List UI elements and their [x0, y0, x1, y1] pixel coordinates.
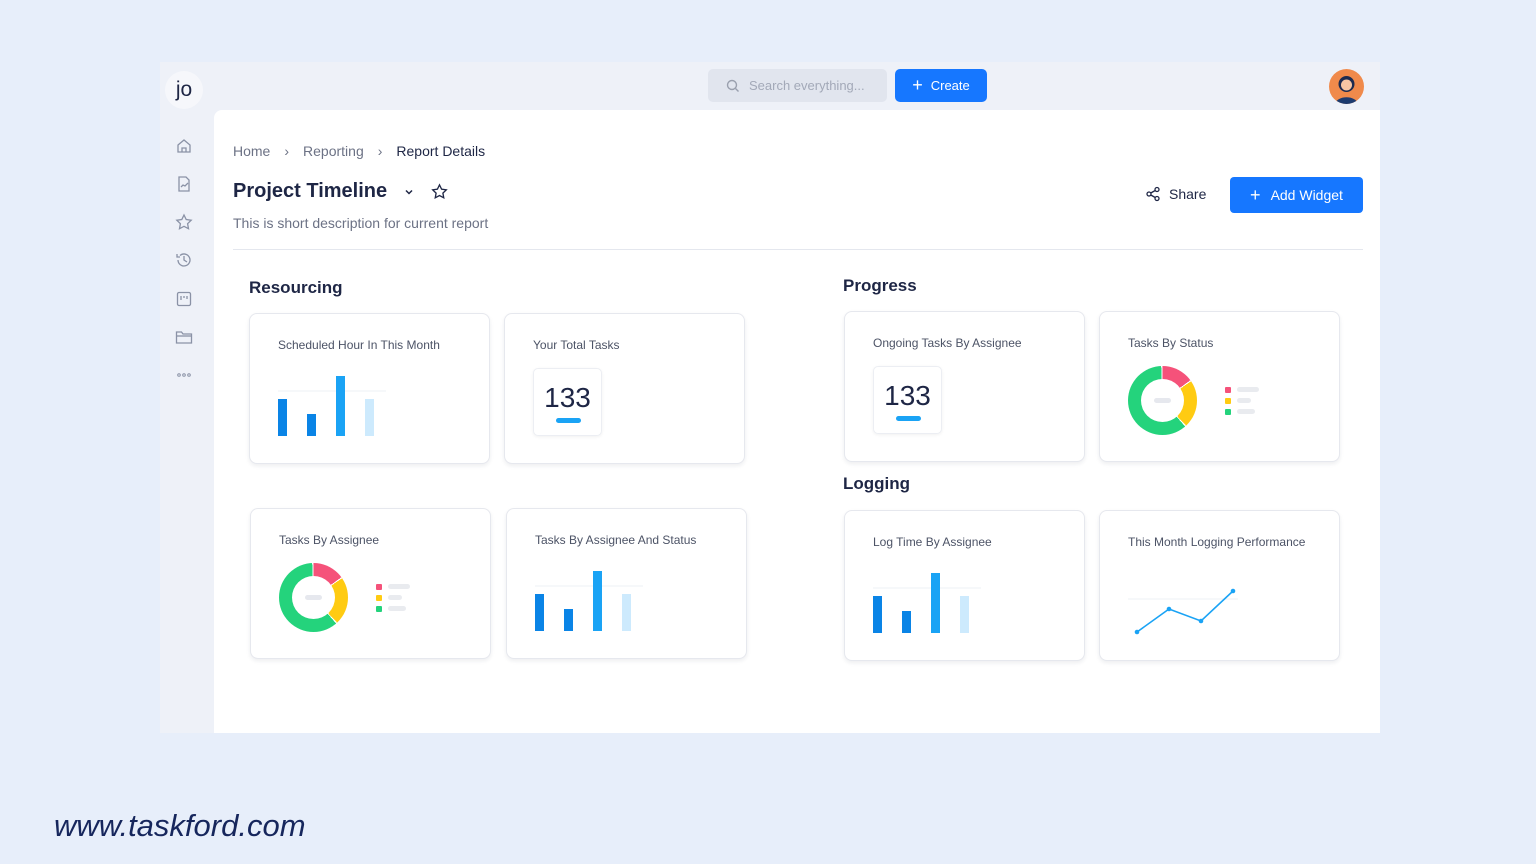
workspace-logo[interactable]: jo: [165, 71, 203, 109]
breadcrumb-reporting[interactable]: Reporting: [303, 143, 364, 159]
bar: [622, 594, 631, 631]
bar: [873, 596, 882, 633]
point: [1134, 629, 1140, 635]
bar: [931, 573, 940, 633]
bar: [593, 571, 602, 631]
point: [1166, 606, 1172, 612]
point: [1198, 618, 1204, 624]
add-widget-button[interactable]: + Add Widget: [1230, 177, 1363, 213]
widget-scheduled-hours[interactable]: Scheduled Hour In This Month: [249, 313, 490, 464]
widget-title: Tasks By Status: [1128, 336, 1214, 350]
bar: [960, 596, 969, 633]
folder-icon[interactable]: [175, 328, 193, 346]
widget-total-tasks[interactable]: Your Total Tasks 133: [504, 313, 745, 464]
widget-title: Your Total Tasks: [533, 338, 620, 352]
widget-title: Log Time By Assignee: [873, 535, 992, 549]
section-progress: Progress: [843, 276, 917, 295]
point: [1230, 588, 1236, 594]
bar-chart: [873, 573, 981, 633]
footer-url: www.taskford.com: [54, 808, 306, 843]
widget-title: This Month Logging Performance: [1128, 535, 1306, 549]
bar: [336, 376, 345, 436]
widget-tasks-by-status[interactable]: Tasks By Status: [1099, 311, 1340, 462]
widget-log-time-by-assignee[interactable]: Log Time By Assignee: [844, 510, 1085, 661]
report-icon[interactable]: [175, 175, 193, 193]
bar-chart: [535, 571, 643, 631]
add-widget-label: Add Widget: [1270, 187, 1343, 203]
plus-icon: +: [1250, 184, 1261, 205]
more-icon[interactable]: [175, 366, 193, 384]
widget-title: Ongoing Tasks By Assignee: [873, 336, 1022, 350]
create-label: Create: [930, 78, 970, 93]
donut-chart: [1128, 366, 1197, 435]
share-button[interactable]: Share: [1145, 186, 1206, 202]
search-input[interactable]: Search everything...: [708, 69, 887, 102]
ongoing-tasks-value: 133: [873, 366, 942, 434]
plus-icon: +: [912, 75, 923, 95]
widget-tasks-by-assignee-status[interactable]: Tasks By Assignee And Status: [506, 508, 747, 659]
chevron-right-icon: ›: [284, 143, 290, 159]
history-icon[interactable]: [175, 251, 193, 269]
bar: [564, 609, 573, 631]
widget-title: Tasks By Assignee And Status: [535, 533, 697, 547]
bar: [535, 594, 544, 631]
widget-tasks-by-assignee[interactable]: Tasks By Assignee: [250, 508, 491, 659]
home-icon[interactable]: [175, 137, 193, 155]
avatar[interactable]: [1329, 69, 1364, 104]
legend: [1225, 384, 1259, 417]
bar: [278, 399, 287, 436]
page-title-row: Project Timeline: [233, 180, 448, 203]
bar: [307, 414, 316, 436]
section-logging: Logging: [843, 474, 911, 493]
search-icon: [726, 79, 739, 92]
search-placeholder: Search everything...: [749, 78, 865, 93]
bar: [902, 611, 911, 633]
legend: [376, 581, 410, 614]
share-icon: [1146, 186, 1160, 202]
bar-chart: [278, 376, 386, 436]
donut-chart: [279, 563, 348, 632]
widget-title: Scheduled Hour In This Month: [278, 338, 440, 352]
chevron-down-icon[interactable]: [403, 186, 415, 198]
total-tasks-value: 133: [533, 368, 602, 436]
line-chart: [1128, 588, 1238, 635]
breadcrumb: Home › Reporting › Report Details: [233, 143, 485, 159]
chevron-right-icon: ›: [377, 143, 383, 159]
divider: [233, 249, 1363, 250]
section-resourcing: Resourcing: [249, 278, 343, 297]
breadcrumb-current: Report Details: [396, 143, 486, 159]
favorite-star-icon[interactable]: [431, 183, 448, 200]
widget-logging-performance[interactable]: This Month Logging Performance: [1099, 510, 1340, 661]
bar: [365, 399, 374, 436]
widget-title: Tasks By Assignee: [279, 533, 380, 547]
board-icon[interactable]: [175, 290, 193, 308]
page-description: This is short description for current re…: [233, 215, 489, 231]
breadcrumb-home[interactable]: Home: [233, 143, 271, 159]
widget-ongoing-tasks[interactable]: Ongoing Tasks By Assignee 133: [844, 311, 1085, 462]
share-label: Share: [1169, 186, 1207, 202]
star-icon[interactable]: [175, 213, 193, 231]
create-button[interactable]: + Create: [895, 69, 987, 102]
page-title: Project Timeline: [233, 180, 388, 202]
